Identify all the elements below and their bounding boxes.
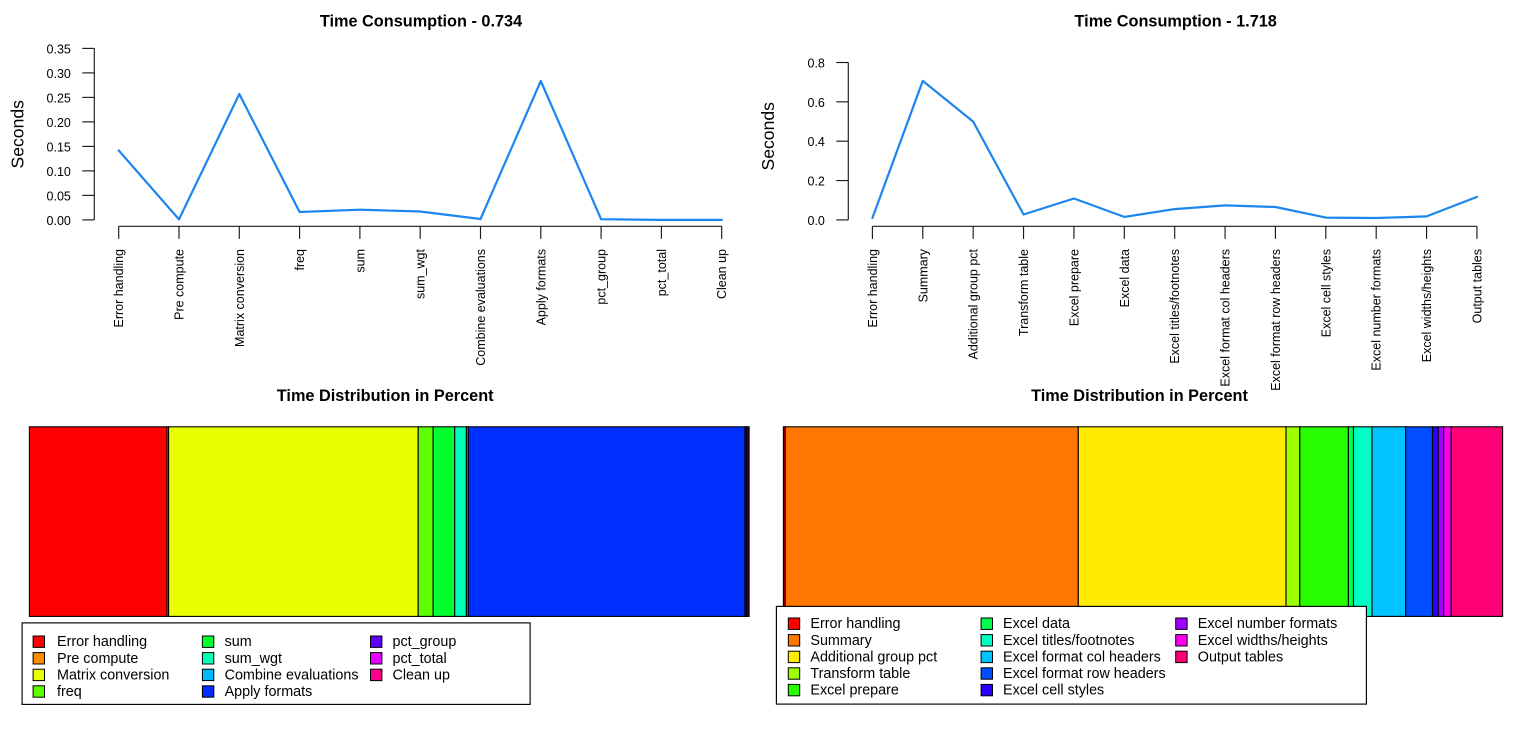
svg-text:pct_group: pct_group (595, 249, 609, 305)
svg-text:0.4: 0.4 (808, 135, 825, 149)
svg-text:0.05: 0.05 (47, 189, 71, 203)
svg-text:Pre compute: Pre compute (173, 249, 187, 320)
svg-text:0.20: 0.20 (47, 116, 71, 130)
svg-text:Combine evaluations: Combine evaluations (225, 667, 359, 683)
svg-text:0.10: 0.10 (47, 165, 71, 179)
svg-text:Additional group pct: Additional group pct (810, 649, 937, 665)
svg-text:Excel widths/heights: Excel widths/heights (1198, 633, 1328, 649)
svg-text:sum_wgt: sum_wgt (414, 248, 428, 299)
svg-text:0.0: 0.0 (808, 214, 825, 228)
svg-text:Matrix conversion: Matrix conversion (57, 667, 169, 683)
svg-text:Excel number formats: Excel number formats (1198, 616, 1338, 632)
svg-text:0.6: 0.6 (808, 96, 825, 110)
svg-text:Matrix conversion: Matrix conversion (233, 249, 247, 347)
svg-text:Excel cell styles: Excel cell styles (1319, 249, 1333, 337)
svg-text:Error handling: Error handling (810, 616, 900, 632)
svg-text:Excel prepare: Excel prepare (1067, 249, 1081, 326)
svg-text:pct_total: pct_total (393, 651, 447, 667)
svg-text:Excel format col headers: Excel format col headers (1003, 649, 1161, 665)
svg-text:Excel widths/heights: Excel widths/heights (1420, 249, 1434, 362)
svg-text:Transform table: Transform table (1017, 249, 1031, 336)
svg-text:Error handling: Error handling (112, 249, 126, 328)
svg-text:freq: freq (293, 249, 307, 271)
svg-text:Clean up: Clean up (393, 667, 450, 683)
svg-text:Time Consumption - 1.718: Time Consumption - 1.718 (1075, 13, 1277, 31)
svg-text:Error handling: Error handling (57, 634, 147, 650)
svg-text:Additional group pct: Additional group pct (967, 248, 981, 359)
svg-text:Excel format col headers: Excel format col headers (1219, 249, 1233, 387)
svg-text:Seconds: Seconds (7, 100, 27, 169)
svg-text:Excel number formats: Excel number formats (1370, 249, 1384, 371)
svg-text:Time Distribution in Percent: Time Distribution in Percent (1031, 387, 1248, 405)
svg-text:sum_wgt: sum_wgt (225, 651, 282, 667)
svg-text:0.2: 0.2 (808, 175, 825, 189)
svg-text:Clean up: Clean up (715, 249, 729, 299)
svg-text:Time Distribution in Percent: Time Distribution in Percent (277, 387, 494, 405)
svg-text:Excel data: Excel data (1003, 616, 1070, 632)
svg-text:Excel format row headers: Excel format row headers (1269, 249, 1283, 391)
svg-text:Output tables: Output tables (1470, 249, 1484, 323)
svg-text:Output tables: Output tables (1198, 649, 1283, 665)
svg-text:0.00: 0.00 (47, 214, 71, 228)
svg-text:0.25: 0.25 (47, 91, 71, 105)
svg-text:Summary: Summary (810, 633, 872, 649)
svg-text:0.15: 0.15 (47, 140, 71, 154)
svg-text:sum: sum (225, 634, 252, 650)
svg-text:Excel data: Excel data (1118, 249, 1132, 307)
svg-text:Apply formats: Apply formats (225, 684, 313, 700)
svg-text:pct_group: pct_group (393, 634, 457, 650)
svg-text:Excel titles/footnotes: Excel titles/footnotes (1003, 633, 1135, 649)
svg-text:Excel format row headers: Excel format row headers (1003, 666, 1166, 682)
svg-text:0.8: 0.8 (808, 57, 825, 71)
svg-text:pct_total: pct_total (655, 249, 669, 296)
svg-text:Seconds: Seconds (758, 102, 778, 171)
svg-text:freq: freq (57, 684, 82, 700)
svg-text:Apply formats: Apply formats (534, 249, 548, 325)
svg-text:Excel cell styles: Excel cell styles (1003, 683, 1104, 699)
svg-text:Transform table: Transform table (810, 666, 910, 682)
svg-text:0.30: 0.30 (47, 67, 71, 81)
svg-text:0.35: 0.35 (47, 42, 71, 56)
svg-text:sum: sum (353, 249, 367, 273)
svg-text:Error handling: Error handling (866, 249, 880, 328)
svg-text:Combine evaluations: Combine evaluations (474, 249, 488, 366)
svg-text:Summary: Summary (916, 248, 930, 302)
svg-text:Excel prepare: Excel prepare (810, 683, 899, 699)
svg-text:Excel titles/footnotes: Excel titles/footnotes (1168, 249, 1182, 364)
svg-text:Time Consumption - 0.734: Time Consumption - 0.734 (320, 13, 522, 31)
svg-text:Pre compute: Pre compute (57, 651, 138, 667)
